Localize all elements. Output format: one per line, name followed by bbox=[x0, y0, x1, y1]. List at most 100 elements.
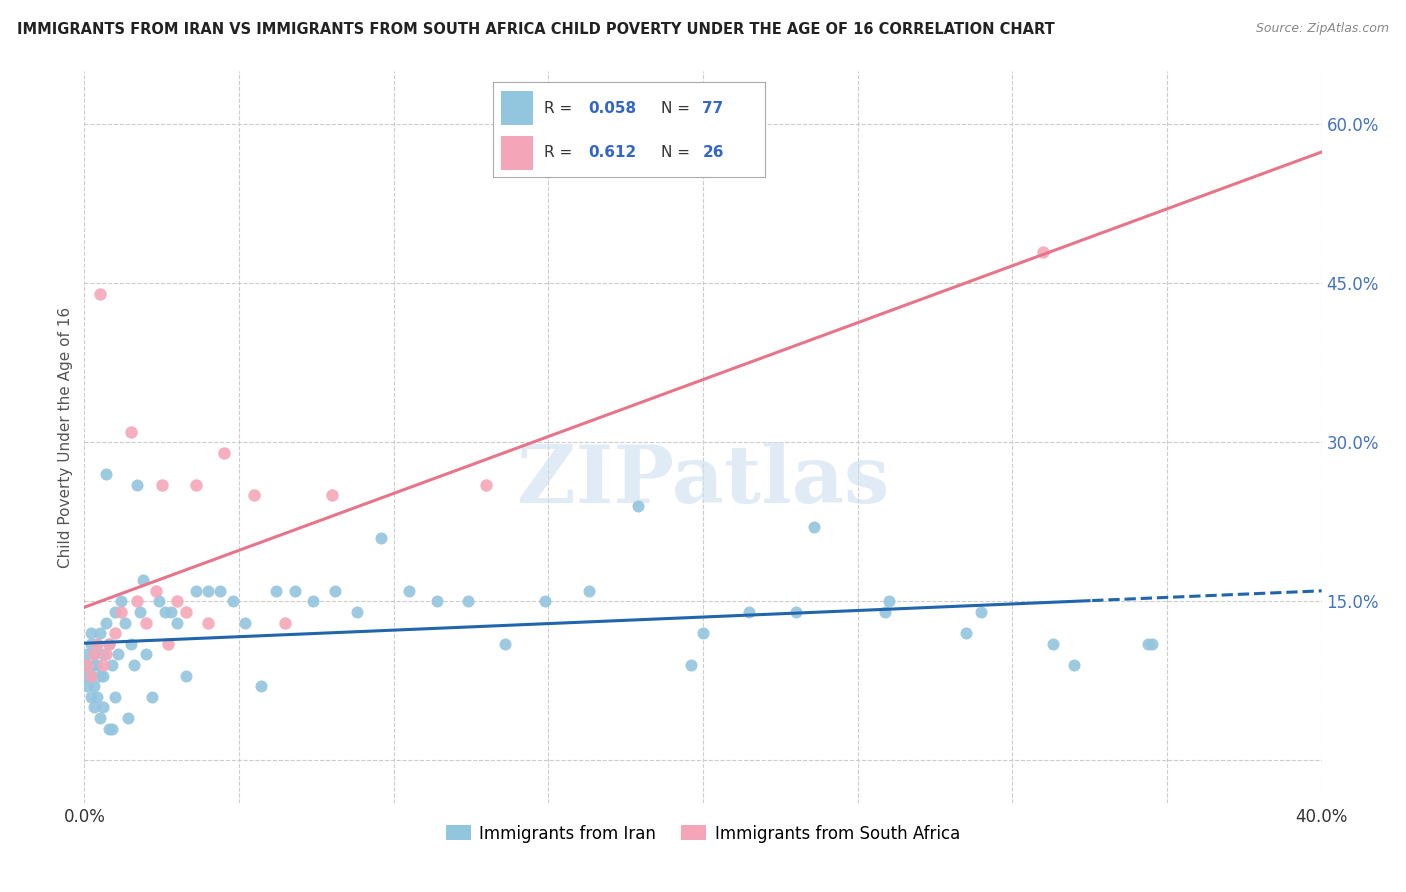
Point bbox=[398, 583, 420, 598]
Point bbox=[323, 583, 346, 598]
Text: ZIPatlas: ZIPatlas bbox=[517, 442, 889, 520]
Point bbox=[86, 658, 108, 673]
Point bbox=[89, 287, 111, 301]
Point bbox=[153, 605, 176, 619]
Point bbox=[321, 488, 343, 502]
Point bbox=[89, 626, 111, 640]
Point bbox=[494, 637, 516, 651]
Point bbox=[104, 626, 127, 640]
Point bbox=[104, 690, 127, 704]
Point bbox=[243, 488, 266, 502]
Point bbox=[101, 658, 124, 673]
Text: IMMIGRANTS FROM IRAN VS IMMIGRANTS FROM SOUTH AFRICA CHILD POVERTY UNDER THE AGE: IMMIGRANTS FROM IRAN VS IMMIGRANTS FROM … bbox=[17, 22, 1054, 37]
Point bbox=[79, 690, 101, 704]
Point bbox=[83, 679, 105, 693]
Point bbox=[89, 668, 111, 682]
Point bbox=[302, 594, 325, 608]
Point bbox=[98, 637, 121, 651]
Point bbox=[955, 626, 977, 640]
Point bbox=[110, 605, 132, 619]
Point bbox=[135, 615, 157, 630]
Point bbox=[156, 637, 179, 651]
Point bbox=[197, 615, 219, 630]
Point bbox=[346, 605, 368, 619]
Point bbox=[98, 722, 121, 736]
Point bbox=[457, 594, 479, 608]
Point bbox=[184, 583, 207, 598]
Legend: Immigrants from Iran, Immigrants from South Africa: Immigrants from Iran, Immigrants from So… bbox=[440, 818, 966, 849]
Point bbox=[145, 583, 167, 598]
Point bbox=[120, 425, 142, 439]
Point bbox=[274, 615, 297, 630]
Point bbox=[1063, 658, 1085, 673]
Point bbox=[1137, 637, 1160, 651]
Point bbox=[578, 583, 600, 598]
Point bbox=[79, 668, 101, 682]
Point bbox=[86, 637, 108, 651]
Point bbox=[141, 690, 163, 704]
Point bbox=[160, 605, 183, 619]
Y-axis label: Child Poverty Under the Age of 16: Child Poverty Under the Age of 16 bbox=[58, 307, 73, 567]
Point bbox=[176, 605, 198, 619]
Point bbox=[122, 658, 145, 673]
Point bbox=[534, 594, 557, 608]
Point bbox=[94, 648, 117, 662]
Point bbox=[76, 648, 98, 662]
Point bbox=[83, 648, 105, 662]
Point bbox=[79, 637, 101, 651]
Point bbox=[679, 658, 702, 673]
Point bbox=[1042, 637, 1064, 651]
Point bbox=[98, 637, 121, 651]
Point bbox=[627, 499, 650, 513]
Point bbox=[132, 573, 155, 587]
Point bbox=[284, 583, 307, 598]
Point bbox=[91, 700, 114, 714]
Point bbox=[1032, 244, 1054, 259]
Point bbox=[197, 583, 219, 598]
Point bbox=[222, 594, 245, 608]
Point bbox=[76, 668, 98, 682]
Point bbox=[184, 477, 207, 491]
Point bbox=[150, 477, 173, 491]
Point bbox=[176, 668, 198, 682]
Point bbox=[148, 594, 170, 608]
Point bbox=[166, 594, 188, 608]
Point bbox=[212, 446, 235, 460]
Point bbox=[264, 583, 287, 598]
Point bbox=[114, 615, 136, 630]
Point bbox=[91, 658, 114, 673]
Text: Source: ZipAtlas.com: Source: ZipAtlas.com bbox=[1256, 22, 1389, 36]
Point bbox=[120, 637, 142, 651]
Point bbox=[370, 531, 392, 545]
Point bbox=[166, 615, 188, 630]
Point bbox=[970, 605, 993, 619]
Point bbox=[83, 700, 105, 714]
Point bbox=[104, 605, 127, 619]
Point bbox=[91, 668, 114, 682]
Point bbox=[877, 594, 900, 608]
Point bbox=[426, 594, 449, 608]
Point bbox=[94, 615, 117, 630]
Point bbox=[692, 626, 714, 640]
Point bbox=[86, 690, 108, 704]
Point bbox=[79, 626, 101, 640]
Point bbox=[89, 711, 111, 725]
Point bbox=[475, 477, 498, 491]
Point bbox=[135, 648, 157, 662]
Point bbox=[785, 605, 807, 619]
Point bbox=[86, 637, 108, 651]
Point bbox=[129, 605, 152, 619]
Point bbox=[803, 520, 825, 534]
Point bbox=[125, 594, 148, 608]
Point bbox=[875, 605, 897, 619]
Point bbox=[125, 477, 148, 491]
Point bbox=[107, 648, 129, 662]
Point bbox=[117, 711, 139, 725]
Point bbox=[249, 679, 271, 693]
Point bbox=[94, 467, 117, 482]
Point bbox=[209, 583, 232, 598]
Point bbox=[233, 615, 256, 630]
Point bbox=[83, 648, 105, 662]
Point bbox=[110, 594, 132, 608]
Point bbox=[76, 658, 98, 673]
